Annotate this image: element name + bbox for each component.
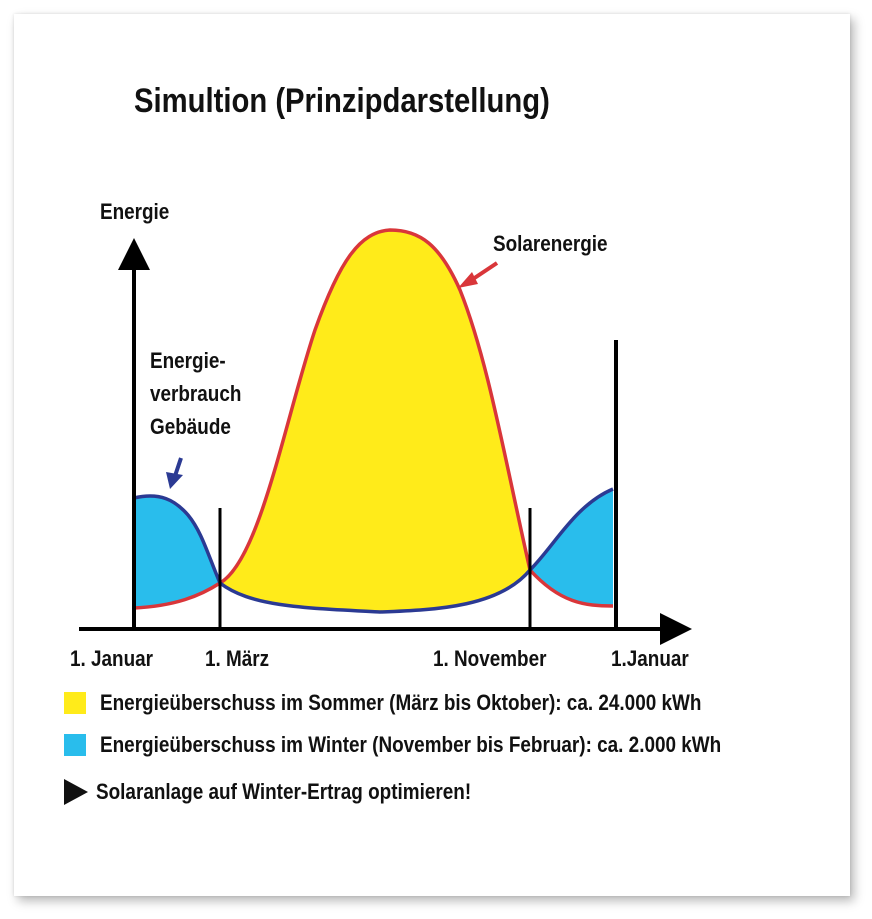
legend-summer-text: Energieüberschuss im Sommer (März bis Ok… xyxy=(100,690,702,715)
consumption-label-line-3: Gebäude xyxy=(150,415,231,440)
winter-surplus-area-right xyxy=(530,489,613,606)
x-tick-januar: 1. Januar xyxy=(70,647,153,672)
x-tick-maerz: 1. März xyxy=(205,647,269,672)
summer-surplus-area xyxy=(220,230,530,612)
x-tick-november: 1. November xyxy=(433,647,546,672)
legend-swatch-summer xyxy=(64,692,86,714)
winter-surplus-area-left xyxy=(134,495,220,608)
legend-winter: Energieüberschuss im Winter (November bi… xyxy=(64,732,822,758)
consumption-label-line-1: Energie- xyxy=(150,349,226,374)
diagram-title: Simultion (Prinzipdarstellung) xyxy=(134,82,550,120)
legend-swatch-winter xyxy=(64,734,86,756)
consumption-pointer-arrow xyxy=(173,457,183,477)
consumption-pointer-arrowhead xyxy=(166,472,183,489)
consumption-label-line-2: verbrauch xyxy=(150,382,241,407)
solar-pointer-arrowhead xyxy=(458,272,478,288)
note-text: Solaranlage auf Winter-Ertrag optimieren… xyxy=(96,779,472,804)
legend-winter-text: Energieüberschuss im Winter (November bi… xyxy=(100,732,722,757)
solar-energy-curve xyxy=(133,228,614,610)
play-triangle-icon xyxy=(64,779,88,805)
y-axis-label: Energie xyxy=(100,200,169,225)
consumption-curve xyxy=(133,487,614,614)
solar-energy-label: Solarenergie xyxy=(493,232,608,257)
legend-summer: Energieüberschuss im Sommer (März bis Ok… xyxy=(64,690,799,716)
x-tick-januar-end: 1.Januar xyxy=(611,647,689,672)
note-row: Solaranlage auf Winter-Ertrag optimieren… xyxy=(64,779,532,805)
